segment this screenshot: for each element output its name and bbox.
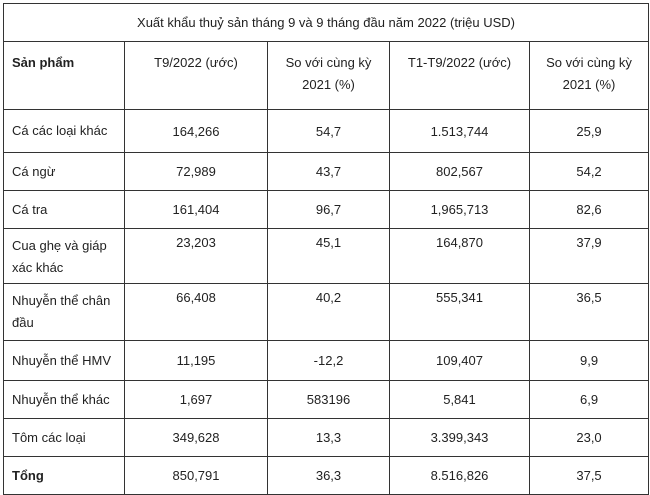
value-cell: 109,407 xyxy=(389,340,530,381)
value-cell: 36,5 xyxy=(528,283,650,341)
product-cell: Tổng xyxy=(3,456,125,495)
table-title: Xuất khẩu thuỷ sản tháng 9 và 9 tháng đầ… xyxy=(2,3,650,42)
value-cell: 45,1 xyxy=(267,228,390,284)
value-cell: 164,266 xyxy=(124,109,268,153)
product-cell: Nhuyễn thể khác xyxy=(3,380,125,419)
value-cell: 23,0 xyxy=(528,418,650,457)
product-cell: Cua ghẹ và giáp xác khác xyxy=(3,228,125,284)
value-cell: 13,3 xyxy=(267,418,390,457)
value-cell: 54,7 xyxy=(267,109,390,153)
value-cell: 8.516,826 xyxy=(389,456,530,495)
table-row: Cá ngừ 72,989 43,7 802,567 54,2 xyxy=(3,152,650,191)
value-cell: 850,791 xyxy=(124,456,268,495)
header-t9: T9/2022 (ước) xyxy=(124,41,268,110)
value-cell: 1,697 xyxy=(124,380,268,419)
product-cell: Cá ngừ xyxy=(3,152,125,191)
header-product: Sản phẩm xyxy=(3,41,125,110)
value-cell: 1.513,744 xyxy=(389,109,530,153)
table-row: Nhuyễn thể HMV 11,195 -12,2 109,407 9,9 xyxy=(3,340,650,381)
value-cell: 11,195 xyxy=(124,340,268,381)
value-cell: 6,9 xyxy=(528,380,650,419)
header-row: Sản phẩm T9/2022 (ước) So với cùng kỳ 20… xyxy=(3,41,650,110)
value-cell: 1,965,713 xyxy=(389,190,530,229)
product-cell: Nhuyễn thể HMV xyxy=(3,340,125,381)
value-cell: 72,989 xyxy=(124,152,268,191)
value-cell: -12,2 xyxy=(267,340,390,381)
value-cell: 5,841 xyxy=(389,380,530,419)
value-cell: 161,404 xyxy=(124,190,268,229)
value-cell: 37,5 xyxy=(528,456,650,495)
value-cell: 802,567 xyxy=(389,152,530,191)
table-row: Cua ghẹ và giáp xác khác 23,203 45,1 164,87… xyxy=(3,228,650,284)
value-cell: 555,341 xyxy=(389,283,530,341)
value-cell: 66,408 xyxy=(124,283,268,341)
value-cell: 40,2 xyxy=(267,283,390,341)
table-row: Cá các loại khác 164,266 54,7 1.513,744 25,9 xyxy=(3,109,650,153)
value-cell: 54,2 xyxy=(528,152,650,191)
value-cell: 37,9 xyxy=(528,228,650,284)
value-cell: 36,3 xyxy=(267,456,390,495)
value-cell: 9,9 xyxy=(528,340,650,381)
product-cell: Cá các loại khác xyxy=(3,109,125,153)
value-cell: 23,203 xyxy=(124,228,268,284)
product-cell: Tôm các loại xyxy=(3,418,125,457)
header-t9-yoy: So với cùng kỳ 2021 (%) xyxy=(267,41,390,110)
table-row: Nhuyễn thể chân đầu 66,408 40,2 555,341 36,5 xyxy=(3,283,650,341)
table-row: Cá tra 161,404 96,7 1,965,713 82,6 xyxy=(3,190,650,229)
value-cell: 3.399,343 xyxy=(389,418,530,457)
value-cell: 25,9 xyxy=(528,109,650,153)
value-cell: 43,7 xyxy=(267,152,390,191)
table-row: Nhuyễn thể khác 1,697 583196 5,841 6,9 xyxy=(3,380,650,419)
seafood-export-table: Xuất khẩu thuỷ sản tháng 9 và 9 tháng đầ… xyxy=(2,3,650,495)
header-t1-t9-yoy: So với cùng kỳ 2021 (%) xyxy=(528,41,650,110)
total-row: Tổng 850,791 36,3 8.516,826 37,5 xyxy=(3,456,650,495)
product-cell: Cá tra xyxy=(3,190,125,229)
value-cell: 82,6 xyxy=(528,190,650,229)
header-t1-t9: T1-T9/2022 (ước) xyxy=(389,41,530,110)
value-cell: 96,7 xyxy=(267,190,390,229)
value-cell: 583196 xyxy=(267,380,390,419)
value-cell: 164,870 xyxy=(389,228,530,284)
value-cell: 349,628 xyxy=(124,418,268,457)
product-cell: Nhuyễn thể chân đầu xyxy=(3,283,125,341)
table-row: Tôm các loại 349,628 13,3 3.399,343 23,0 xyxy=(3,418,650,457)
